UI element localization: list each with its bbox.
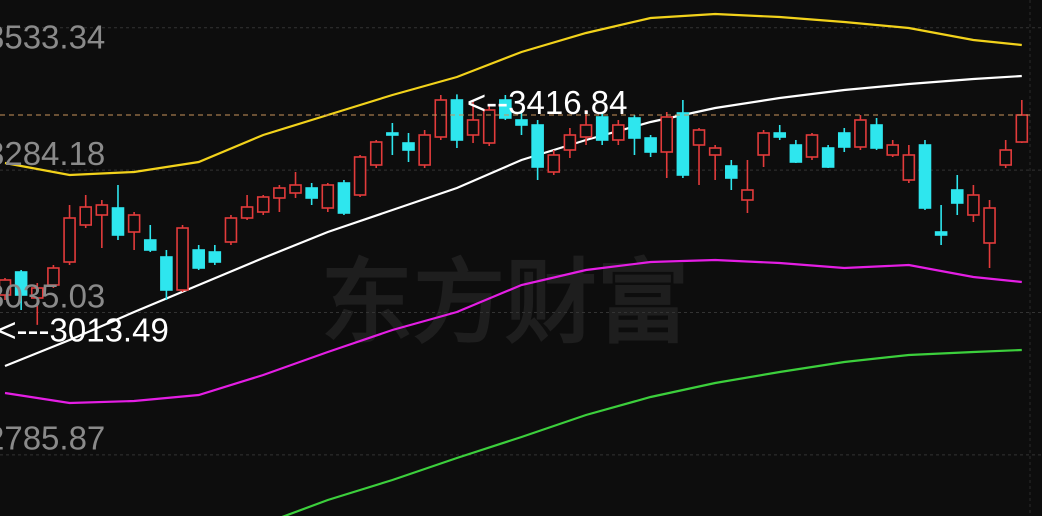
candle-body	[902, 154, 916, 181]
indicator-line	[4, 74, 1022, 368]
indicator-line	[4, 258, 1022, 405]
candle-body	[983, 207, 996, 244]
watermark: 东方财富	[321, 252, 689, 354]
candle-body	[789, 144, 803, 163]
candle-body	[386, 132, 399, 136]
candle-body	[321, 184, 335, 209]
candle-body	[369, 141, 383, 166]
candle-body	[805, 134, 819, 158]
candle-body	[628, 117, 641, 139]
candle-body	[289, 184, 302, 194]
candle-body	[563, 134, 577, 151]
annotation: <--3416.84	[467, 84, 628, 121]
candle-body	[854, 119, 867, 148]
candle-body	[950, 189, 964, 204]
annotation: <---3013.49	[0, 312, 169, 349]
candle-body	[757, 132, 770, 156]
candle-body	[579, 124, 593, 138]
candle-body	[837, 132, 851, 148]
candle-body	[870, 124, 883, 149]
candle-body	[353, 156, 367, 196]
candle-body	[208, 251, 222, 263]
candle-body	[1015, 114, 1029, 143]
candle-body	[127, 214, 141, 233]
candle-body	[450, 99, 464, 141]
candle-body	[676, 112, 690, 176]
candle-body	[143, 239, 157, 251]
candle-body	[482, 109, 496, 144]
candle-body	[660, 116, 674, 153]
candle-body	[886, 144, 900, 156]
indicator-line	[281, 348, 1022, 516]
candle-body	[273, 187, 286, 199]
candle-body	[337, 182, 351, 214]
candle-body	[160, 256, 173, 291]
candle-body	[95, 204, 109, 216]
candle-body	[547, 154, 561, 173]
candle-body	[111, 207, 125, 236]
candle-body	[934, 231, 948, 236]
candle-body	[30, 287, 44, 299]
candle-body	[176, 227, 189, 291]
candle-body	[821, 147, 835, 168]
candle-body	[63, 217, 76, 263]
candle-body	[595, 116, 609, 141]
candle-body	[773, 132, 787, 138]
candle-body	[466, 119, 480, 136]
candle-body	[499, 99, 512, 119]
candle-body	[515, 119, 528, 126]
candle-body	[305, 187, 318, 199]
candle-body	[741, 189, 754, 201]
candle-body	[192, 249, 205, 269]
candle-body	[402, 142, 415, 151]
indicator-line	[4, 12, 1022, 177]
plot-area	[0, 12, 1042, 516]
y-tick-label: 2785.87	[0, 420, 105, 457]
candle-body	[967, 194, 980, 216]
candle-body	[79, 206, 92, 226]
candle-body	[531, 124, 544, 168]
candle-body	[256, 196, 270, 213]
candle-body	[999, 149, 1012, 166]
candle-body	[240, 206, 254, 219]
candle-body	[918, 144, 932, 209]
candle-body	[14, 271, 28, 296]
y-tick-label: 3533.34	[0, 19, 105, 56]
candle-body	[612, 124, 625, 141]
candle-body	[644, 137, 657, 153]
candle-body	[47, 267, 60, 286]
candle-body	[724, 165, 738, 179]
candle-body	[692, 129, 706, 146]
y-tick-label: 3284.18	[0, 135, 105, 172]
candle-body	[418, 134, 431, 166]
candle-body	[434, 99, 448, 138]
candle-body	[708, 147, 722, 156]
candle-body	[224, 217, 238, 243]
y-tick-label: 3035.03	[0, 277, 105, 314]
candle-body	[0, 279, 12, 296]
